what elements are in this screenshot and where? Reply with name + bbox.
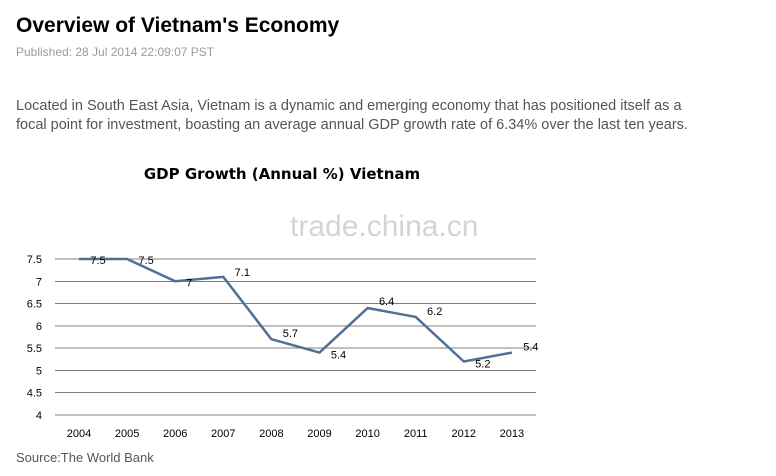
y-tick-label: 6.5 [27, 299, 42, 311]
y-tick-label: 4 [36, 410, 42, 422]
data-label: 6.2 [427, 306, 442, 318]
data-label: 5.7 [283, 328, 298, 340]
data-label: 5.4 [523, 342, 538, 354]
y-tick-label: 4.5 [27, 388, 42, 400]
x-tick-label: 2011 [404, 428, 428, 440]
page-title: Overview of Vietnam's Economy [16, 14, 340, 37]
data-label: 5.4 [331, 350, 346, 362]
y-tick-label: 7.5 [27, 254, 42, 266]
y-tick-label: 6 [36, 321, 42, 333]
x-tick-label: 2006 [163, 428, 187, 440]
x-tick-label: 2013 [500, 428, 524, 440]
chart-title: GDP Growth (Annual %) Vietnam [144, 165, 420, 183]
data-label: 7.1 [235, 267, 250, 279]
data-label: 6.4 [379, 296, 394, 308]
x-tick-label: 2004 [67, 428, 91, 440]
data-label: 7.5 [90, 255, 105, 267]
x-tick-label: 2007 [211, 428, 235, 440]
x-tick-label: 2005 [115, 428, 139, 440]
x-tick-label: 2008 [259, 428, 283, 440]
x-tick-label: 2009 [307, 428, 331, 440]
x-tick-label: 2012 [452, 428, 476, 440]
published-date: Published: 28 Jul 2014 22:09:07 PST [16, 45, 215, 59]
y-tick-label: 5.5 [27, 343, 42, 355]
series-line [79, 257, 513, 363]
y-tick-label: 5 [36, 365, 42, 377]
data-label: 7 [186, 277, 192, 289]
source-note: Source:The World Bank [16, 450, 154, 465]
watermark: trade.china.cn [290, 210, 479, 243]
data-label: 7.5 [138, 255, 153, 267]
data-label: 5.2 [475, 359, 490, 371]
y-tick-label: 7 [36, 276, 42, 288]
intro-paragraph: Located in South East Asia, Vietnam is a… [16, 98, 688, 133]
x-tick-label: 2010 [355, 428, 379, 440]
gdp-growth-chart: GDP Growth (Annual %) Vietnam 4 4.5 5 5.5 6 6… [27, 165, 539, 440]
